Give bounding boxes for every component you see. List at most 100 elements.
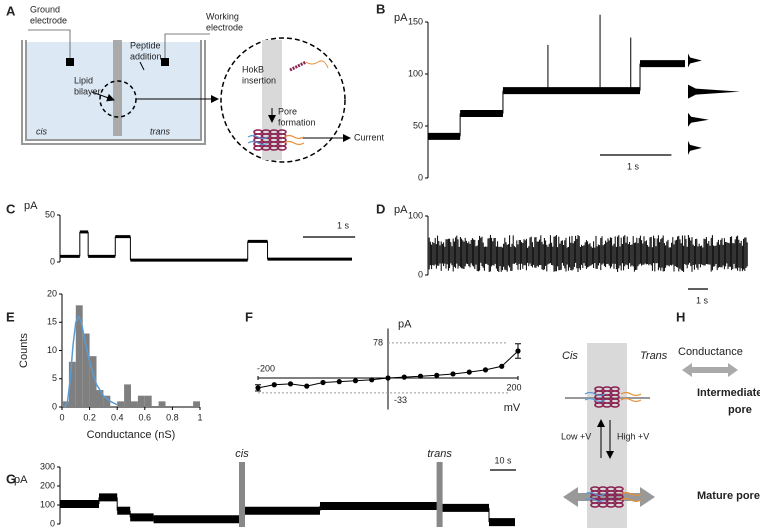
y-tick-label: 0 [418,172,423,182]
panel-label: H [676,309,685,324]
point [499,363,505,369]
electrode [66,58,74,66]
label: electrode [30,15,67,25]
wire [28,29,210,58]
y-tick-label: 0 [50,518,55,528]
y-axis-label: pA [394,204,408,216]
x-axis-label: mV [504,402,521,414]
histogram-peak [688,84,740,99]
lipid [584,491,606,503]
lipid [620,491,642,503]
point [450,371,456,377]
zoom-circle [220,37,346,163]
x-tick-label: 200 [506,382,521,392]
divider [113,40,122,136]
bar [131,401,138,407]
point [401,374,407,380]
label: Intermediate [697,387,760,399]
helix [277,145,287,151]
y-tick-label: 100 [40,499,55,509]
label: bilayer [74,86,101,96]
lipid [283,134,305,146]
y-axis-label: Counts [18,333,30,368]
panel-label: E [6,309,15,324]
y-axis-label: pA [14,474,28,486]
label: Lipid [74,75,93,85]
bar [103,395,111,407]
bar [117,401,125,407]
double-arrow [682,363,738,377]
x-tick-label: -200 [257,363,275,373]
label: Low +V [561,431,591,441]
point [434,372,440,378]
label: Ground [30,4,60,14]
x-tick-label: 0.6 [139,412,152,422]
panel-label: D [376,201,385,216]
bar [193,401,200,407]
noise-band [427,234,748,273]
y-tick-label: -33 [394,395,407,405]
bar [96,390,104,407]
point [304,383,310,389]
point [287,381,294,387]
diagram-h: Cis Trans Conductance Intermediate pore … [561,343,760,528]
label: formation [278,117,316,127]
y-tick-label: 100 [408,68,423,78]
point [320,379,326,386]
y-tick-label: 100 [408,210,423,220]
y-tick-label: 5 [52,373,57,383]
helix [610,402,620,408]
x-tick-label: 0.2 [83,412,96,422]
label: electrode [206,22,243,32]
point [482,367,489,373]
y-tick-label: 15 [47,317,57,327]
y-axis-label: pA [24,200,38,212]
lipid [305,60,329,69]
label: HokB [242,64,264,74]
point [336,379,342,385]
panel-label: G [6,471,16,486]
y-tick-label: 50 [413,120,423,130]
pointer [91,91,115,102]
electrode [161,58,169,66]
panel-label: B [376,1,385,16]
label: Current [354,132,385,142]
label: addition [130,51,162,61]
label: Working [206,11,239,21]
diagram-a: Ground electrode Working electrode Pepti… [21,4,385,163]
y-tick-label: 0 [52,401,57,411]
perfusion-marker [239,462,245,527]
label: cis [36,126,47,136]
y-tick-label: 200 [40,480,55,490]
y-tick-label: 10 [47,345,57,355]
point [369,377,375,383]
lipid [247,134,269,146]
chamber [21,40,206,145]
x-tick-label: 0.4 [111,412,124,422]
y-tick-label: 20 [47,288,57,298]
perfusion-marker [436,462,443,527]
fit-curve [64,314,118,408]
lipid [584,391,606,403]
y-axis-label: pA [394,12,408,24]
scale-bar-label: 10 s [494,455,512,465]
x-tick-label: 0 [59,412,64,422]
panel-label: F [245,309,253,324]
bar [68,361,76,407]
label: Peptide [130,40,161,50]
bar [124,384,131,407]
label: Conductance [678,346,743,358]
y-tick-label: 0 [50,256,55,266]
label: insertion [242,75,276,85]
point [466,369,472,375]
panel-label: A [6,3,16,18]
y-tick-label: 78 [373,337,383,347]
label: pore [728,404,752,416]
label: Mature pore [697,490,760,502]
bar [144,395,152,407]
label: Pore [278,106,297,116]
x-tick-label: 1 [197,412,202,422]
histogram-peak [688,140,702,155]
pointer [139,61,145,71]
